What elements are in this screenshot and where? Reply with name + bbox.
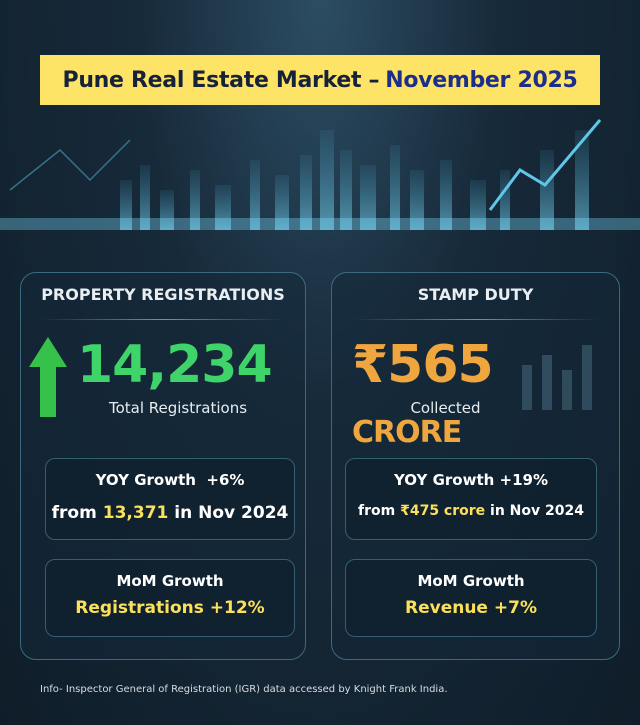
yoy-box: YOY Growth +19% from ₹475 crore in Nov 2… — [345, 458, 597, 540]
stamp-duty-label: Collected — [410, 399, 481, 417]
up-arrow-icon — [29, 337, 67, 417]
mom-value: Registrations +12% — [75, 598, 265, 618]
source-footnote: Info- Inspector General of Registration … — [40, 684, 448, 695]
mom-label: MoM Growth — [116, 572, 224, 590]
registrations-card: PROPERTY REGISTRATIONS 14,234 Total Regi… — [20, 272, 306, 660]
title-prefix: Pune Real Estate Market – — [62, 67, 380, 93]
registrations-value: 14,234 — [77, 335, 273, 395]
stamp-duty-card: STAMP DUTY ₹565 CRORE Collected YOY Grow… — [331, 272, 620, 660]
yoy-change: +19% — [499, 471, 549, 489]
yoy-label: YOY Growth — [95, 471, 196, 489]
divider — [352, 319, 599, 320]
yoy-from-value: 13,371 — [102, 503, 169, 523]
mom-label: MoM Growth — [417, 572, 525, 590]
mom-box: MoM Growth Revenue +7% — [345, 559, 597, 637]
yoy-from-value: ₹475 crore — [400, 503, 486, 519]
title-month: November 2025 — [385, 67, 578, 93]
yoy-from: from — [51, 503, 97, 523]
yoy-from-suffix: in Nov 2024 — [490, 503, 584, 519]
registrations-title: PROPERTY REGISTRATIONS — [41, 285, 285, 304]
mom-value: Revenue +7% — [405, 598, 537, 618]
registrations-label: Total Registrations — [108, 399, 248, 417]
stamp-duty-title: STAMP DUTY — [417, 285, 534, 304]
city-skyline-illustration — [0, 119, 640, 230]
yoy-box: YOY Growth +6% from 13,371 in Nov 2024 — [45, 458, 295, 540]
divider — [41, 319, 285, 320]
stamp-duty-unit: CRORE — [352, 415, 462, 450]
bar-chart-icon — [522, 345, 592, 410]
yoy-from-suffix: in Nov 2024 — [174, 503, 289, 523]
stamp-duty-value: ₹565 — [352, 335, 494, 395]
yoy-from: from — [358, 503, 396, 519]
page-title: Pune Real Estate Market – November 2025 — [40, 55, 600, 105]
yoy-label: YOY Growth — [393, 471, 495, 489]
mom-box: MoM Growth Registrations +12% — [45, 559, 295, 637]
yoy-change: +6% — [206, 471, 245, 489]
trend-arrow-icon — [488, 119, 602, 211]
